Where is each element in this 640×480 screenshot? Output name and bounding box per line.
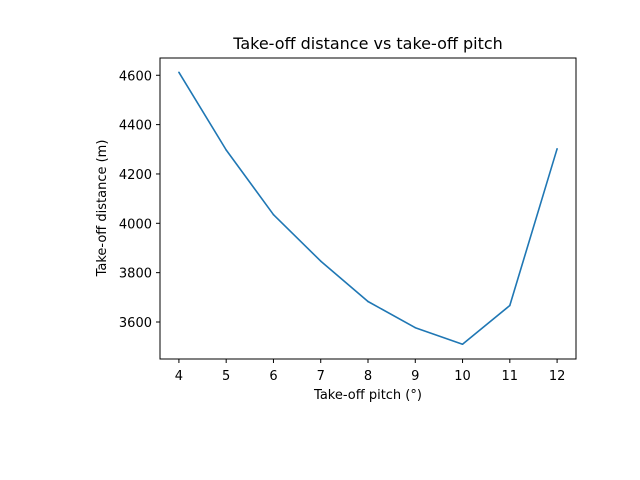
series-layer bbox=[178, 71, 558, 346]
x-tick-label: 6 bbox=[269, 369, 277, 384]
x-axis-label: Take-off pitch (°) bbox=[313, 388, 422, 403]
x-tick-label: 4 bbox=[175, 369, 183, 384]
y-axis: 3600 3800 4000 4200 4400 4600 bbox=[119, 69, 160, 331]
y-tick-label: 4400 bbox=[119, 119, 152, 134]
x-tick-label: 10 bbox=[454, 369, 471, 384]
x-tick-label: 12 bbox=[549, 369, 566, 384]
series-line bbox=[178, 71, 558, 346]
data-point bbox=[178, 71, 180, 74]
data-point bbox=[461, 343, 464, 345]
x-tick-label: 11 bbox=[502, 369, 519, 384]
x-tick-label: 7 bbox=[317, 369, 325, 384]
chart-title: Take-off distance vs take-off pitch bbox=[232, 34, 503, 53]
x-tick-label: 5 bbox=[222, 369, 230, 384]
data-point bbox=[272, 213, 275, 216]
data-point bbox=[319, 260, 322, 262]
y-tick-label: 4200 bbox=[119, 168, 152, 183]
x-tick-label: 8 bbox=[364, 369, 372, 384]
axes-frame bbox=[159, 57, 577, 360]
data-point bbox=[414, 326, 417, 329]
x-axis: 4 5 6 7 8 9 10 11 12 bbox=[175, 359, 566, 384]
y-tick-label: 3800 bbox=[119, 267, 152, 282]
data-point bbox=[556, 147, 558, 150]
y-tick-label: 4000 bbox=[119, 217, 152, 232]
y-tick-label: 4600 bbox=[119, 69, 152, 84]
y-axis-label: Take-off distance (m) bbox=[95, 140, 110, 278]
y-tick-label: 3600 bbox=[119, 316, 152, 331]
data-point bbox=[509, 304, 511, 307]
x-tick-label: 9 bbox=[411, 369, 419, 384]
plot-area: 4 5 6 7 8 9 10 11 12 3600 3800 4000 4200 4400 4600 bbox=[119, 57, 577, 384]
data-point bbox=[367, 300, 369, 303]
data-point bbox=[225, 149, 227, 151]
